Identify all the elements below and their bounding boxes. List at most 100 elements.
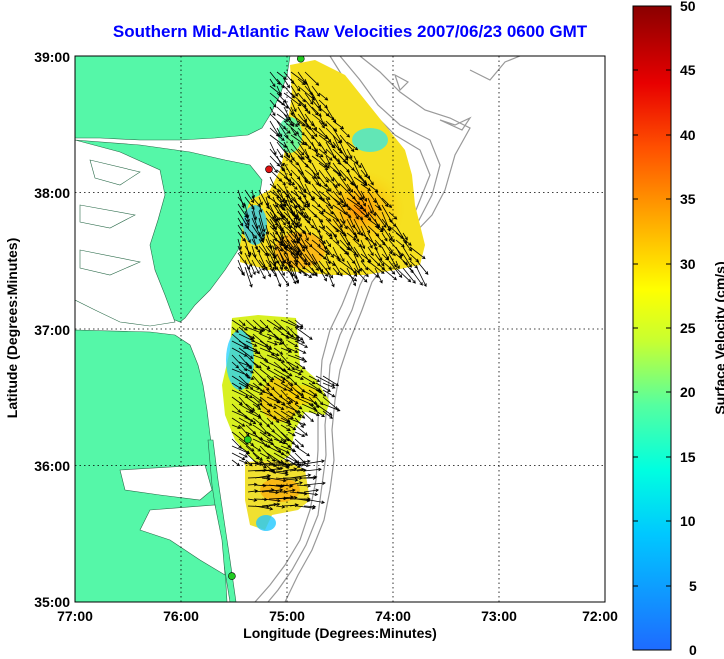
velocity-arrow	[231, 424, 242, 430]
colorbar-tick: 40	[680, 127, 696, 143]
velocity-arrow	[353, 155, 359, 165]
velocity-arrow	[294, 333, 304, 341]
colorbar-tick: 25	[680, 320, 696, 336]
velocity-arrow	[374, 190, 389, 208]
velocity-arrow	[339, 148, 349, 161]
velocity-arrow	[283, 155, 293, 163]
velocity-arrow	[388, 253, 397, 268]
velocity-arrow	[304, 141, 312, 150]
colorbar-tick-labels: 50 45 40 35 30 25 20 15 10 5 0	[680, 0, 697, 658]
velocity-arrow	[304, 204, 318, 218]
velocity-arrow	[296, 491, 319, 497]
velocity-arrow	[282, 488, 296, 493]
velocity-arrow	[318, 246, 331, 255]
velocity-arrow	[244, 252, 253, 268]
velocity-arrow	[276, 267, 290, 287]
velocity-arrow	[279, 231, 288, 251]
velocity-arrow	[265, 224, 270, 236]
velocity-arrow	[245, 368, 255, 374]
x-axis-label: Longitude (Degrees:Minutes)	[243, 625, 437, 641]
velocity-arrow	[261, 466, 284, 472]
velocity-arrow	[293, 259, 302, 275]
velocity-arrow	[269, 211, 275, 220]
velocity-arrow	[287, 403, 306, 419]
velocity-arrow	[275, 470, 289, 474]
velocity-arrow	[273, 354, 283, 362]
velocity-arrow	[374, 239, 382, 248]
velocity-arrow	[259, 361, 271, 370]
velocity-arrow	[318, 162, 329, 171]
velocity-arrow	[251, 238, 261, 254]
velocity-arrow	[339, 127, 351, 138]
velocity-arrow	[279, 266, 285, 277]
velocity-arrow	[272, 231, 278, 242]
velocity-arrow	[245, 340, 258, 347]
velocity-arrow	[381, 225, 392, 241]
velocity-arrow	[273, 375, 286, 384]
velocity-arrow	[332, 120, 345, 130]
velocity-arrow	[318, 120, 325, 129]
velocity-arrow	[303, 488, 320, 493]
velocity-arrow	[245, 424, 257, 435]
velocity-arrow	[252, 403, 262, 410]
velocity-arrow	[346, 260, 358, 278]
x-tick: 74:00	[375, 608, 411, 624]
velocity-arrow	[311, 260, 329, 277]
x-tick: 75:00	[269, 608, 305, 624]
velocity-arrow	[367, 197, 377, 217]
velocity-arrow	[402, 239, 413, 252]
velocity-arrow	[269, 148, 285, 167]
velocity-arrow	[311, 120, 318, 131]
velocity-arrow	[318, 99, 328, 109]
y-ticks: 39:00 38:00 37:00 36:00 35:00	[34, 49, 70, 610]
velocity-arrow	[325, 204, 334, 215]
velocity-arrow	[254, 474, 272, 479]
velocity-arrow	[265, 238, 271, 249]
velocity-arrow	[360, 260, 369, 271]
velocity-arrow	[276, 127, 283, 138]
velocity-arrow	[287, 417, 307, 426]
velocity-arrow	[265, 259, 272, 268]
velocity-arrow	[325, 253, 331, 265]
velocity-arrow	[402, 267, 416, 284]
velocity-arrow	[294, 410, 302, 418]
velocity-arrow	[231, 361, 240, 369]
velocity-arrow	[318, 148, 333, 161]
velocity-arrow	[290, 127, 297, 137]
velocity-arrow	[280, 410, 294, 420]
velocity-arrow	[238, 326, 254, 341]
velocity-arrow	[258, 231, 265, 244]
velocity-arrow	[244, 210, 250, 223]
velocity-arrow	[261, 498, 281, 503]
velocity-arrow	[339, 155, 347, 163]
velocity-arrow	[238, 347, 254, 359]
velocity-arrow	[237, 245, 243, 255]
velocity-arrow	[303, 459, 325, 465]
velocity-arrow	[289, 459, 311, 465]
velocity-arrow	[374, 204, 383, 211]
velocity-arrow	[353, 239, 363, 248]
velocity-arrow	[293, 266, 300, 284]
x-tick: 72:00	[582, 608, 618, 624]
velocity-arrow	[276, 85, 282, 97]
velocity-arrow	[294, 319, 304, 328]
velocity-arrow	[301, 410, 314, 423]
velocity-arrow	[268, 502, 281, 507]
velocity-arrow	[315, 389, 327, 397]
bathymetry-contours	[254, 56, 521, 602]
velocity-arrow	[294, 361, 306, 370]
velocity-arrow	[283, 162, 292, 177]
velocity-arrow	[381, 232, 388, 242]
velocity-arrow	[280, 389, 293, 404]
velocity-arrow	[318, 211, 332, 222]
velocity-arrow	[279, 252, 285, 265]
velocity-arrow	[374, 246, 383, 262]
velocity-arrow	[322, 403, 341, 412]
velocity-arrow	[279, 217, 287, 226]
velocity-arrow	[251, 266, 256, 276]
velocity-arrow	[283, 225, 293, 234]
velocity-arrow	[238, 445, 251, 455]
velocity-arrow	[290, 106, 300, 127]
velocity-arrow	[238, 319, 246, 327]
velocity-arrow	[266, 417, 274, 426]
